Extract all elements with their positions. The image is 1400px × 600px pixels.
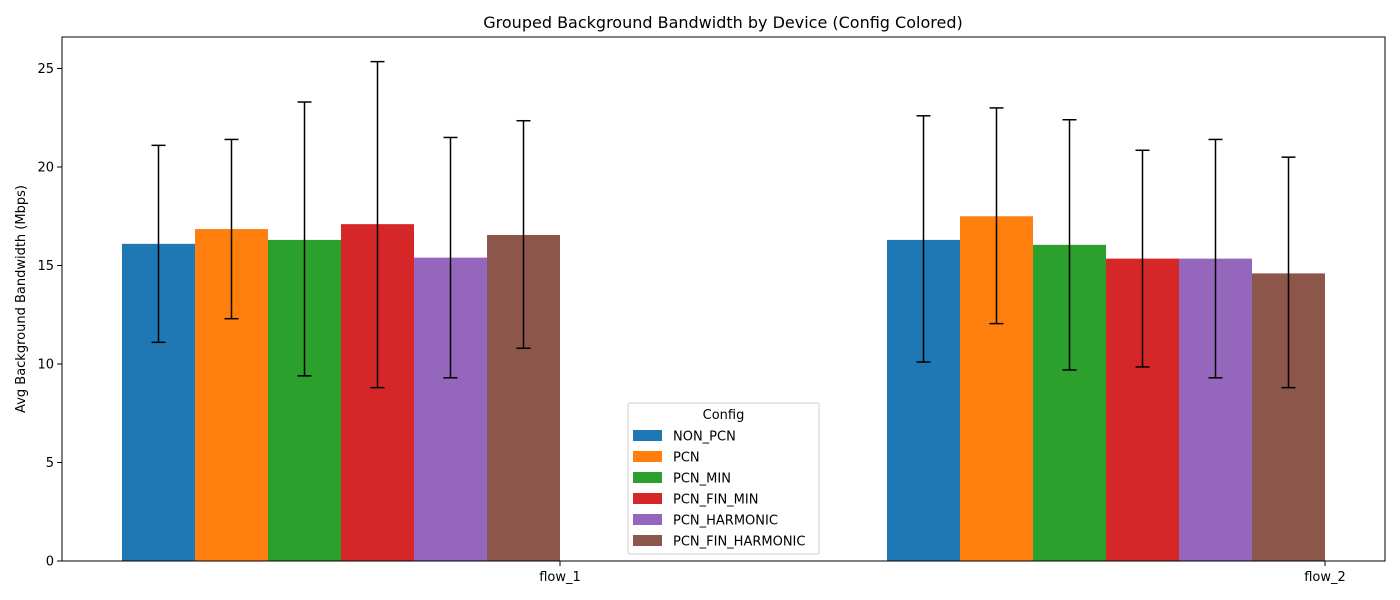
legend-label-pcn_fin_min: PCN_FIN_MIN <box>673 493 758 508</box>
y-tick-label: 5 <box>46 456 54 471</box>
y-tick-label: 10 <box>37 358 54 373</box>
x-tick-label-flow_1: flow_1 <box>539 570 581 585</box>
legend-swatch-pcn_min <box>633 472 662 483</box>
legend-swatch-pcn <box>633 451 662 462</box>
legend: Config NON_PCN PCN PCN_MIN PCN_FIN_MIN PCN_H… <box>627 402 820 555</box>
y-tick-label: 25 <box>37 62 54 77</box>
y-axis-label: Avg Background Bandwidth (Mbps) <box>14 185 29 413</box>
legend-label-pcn: PCN <box>673 451 700 466</box>
legend-label-pcn_harmonic: PCN_HARMONIC <box>673 514 778 529</box>
legend-swatch-pcn_harmonic <box>633 514 662 525</box>
legend-swatch-pcn_fin_harmonic <box>633 535 662 546</box>
bars-layer <box>122 216 1325 561</box>
legend-label-non_pcn: NON_PCN <box>673 430 736 445</box>
legend-swatch-pcn_fin_min <box>633 493 662 504</box>
y-tick-label: 15 <box>37 259 54 274</box>
plot-frame <box>61 36 1386 562</box>
legend-label-pcn_min: PCN_MIN <box>673 472 731 487</box>
y-tick-label: 0 <box>46 555 54 570</box>
legend-label-pcn_fin_harmonic: PCN_FIN_HARMONIC <box>673 535 805 550</box>
axes-layer: 0 5 10 15 20 25 flow_1 flow_2 <box>37 36 1386 585</box>
chart-title: Grouped Background Bandwidth by Device (… <box>483 13 962 32</box>
legend-frame <box>627 402 820 555</box>
error-bars-layer <box>151 60 1296 389</box>
y-tick-label: 20 <box>37 161 54 176</box>
legend-swatch-non_pcn <box>633 430 662 441</box>
x-tick-label-flow_2: flow_2 <box>1304 570 1346 585</box>
legend-title: Config <box>703 408 745 423</box>
